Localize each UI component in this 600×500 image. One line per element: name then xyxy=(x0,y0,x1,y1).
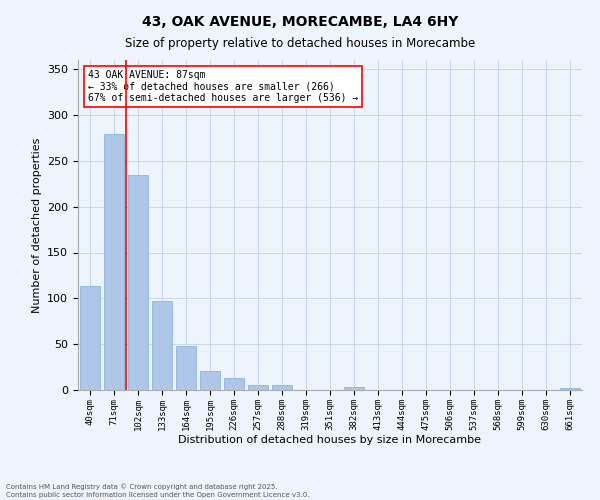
Bar xyxy=(128,176,148,390)
Bar xyxy=(224,378,244,390)
Bar xyxy=(272,386,292,390)
Bar xyxy=(248,386,268,390)
Bar xyxy=(344,387,364,390)
Bar xyxy=(80,286,100,390)
Y-axis label: Number of detached properties: Number of detached properties xyxy=(32,138,41,312)
Bar xyxy=(176,346,196,390)
Text: 43 OAK AVENUE: 87sqm
← 33% of detached houses are smaller (266)
67% of semi-deta: 43 OAK AVENUE: 87sqm ← 33% of detached h… xyxy=(88,70,358,103)
Text: Contains HM Land Registry data © Crown copyright and database right 2025.
Contai: Contains HM Land Registry data © Crown c… xyxy=(6,484,310,498)
Bar xyxy=(152,301,172,390)
Text: Size of property relative to detached houses in Morecambe: Size of property relative to detached ho… xyxy=(125,38,475,51)
Bar xyxy=(200,371,220,390)
Bar xyxy=(560,388,580,390)
X-axis label: Distribution of detached houses by size in Morecambe: Distribution of detached houses by size … xyxy=(179,436,482,446)
Text: 43, OAK AVENUE, MORECAMBE, LA4 6HY: 43, OAK AVENUE, MORECAMBE, LA4 6HY xyxy=(142,15,458,29)
Bar xyxy=(104,134,124,390)
